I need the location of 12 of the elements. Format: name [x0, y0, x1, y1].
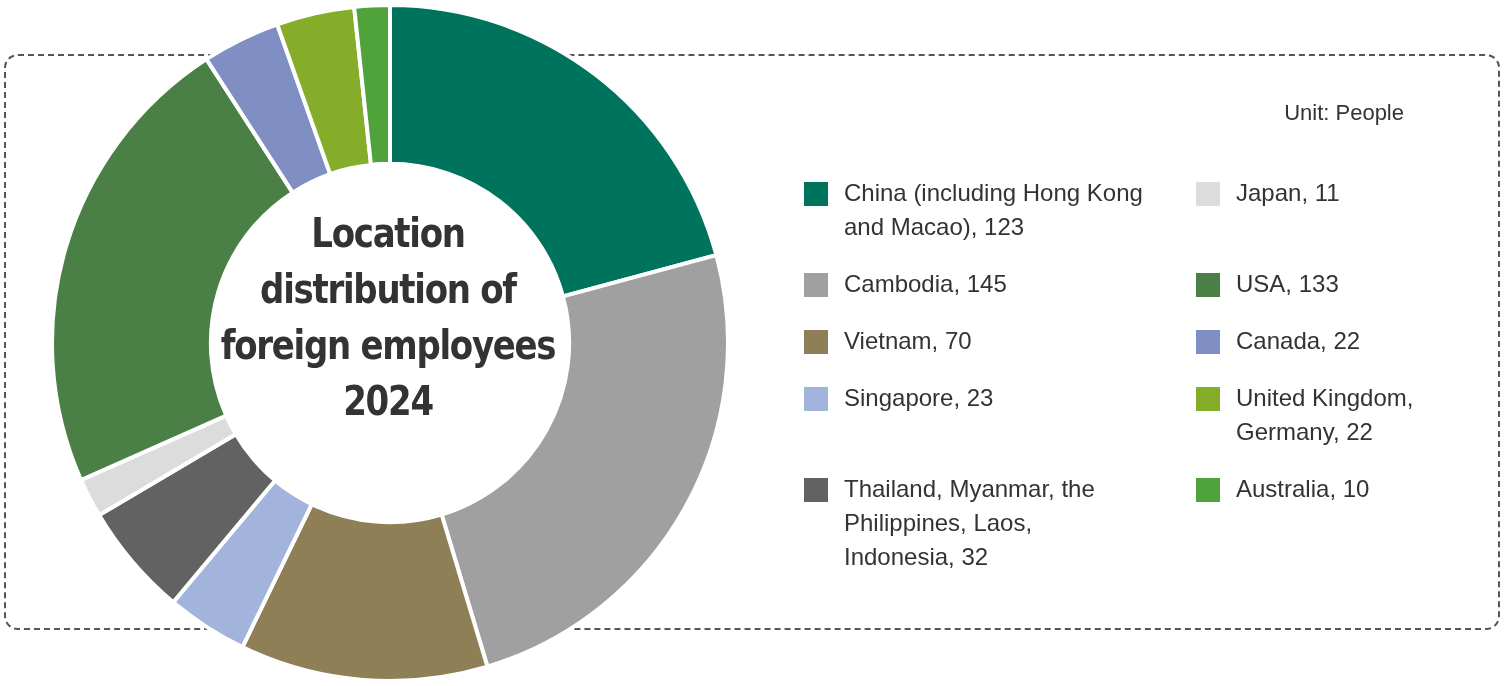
legend-label: USA, 133: [1236, 269, 1339, 299]
text: Unit: People: [1284, 100, 1404, 126]
legend-label: Thailand, Myanmar, the Philippines, Laos, Indonesia, 32: [844, 474, 1096, 572]
legend-label: Vietnam, 70: [844, 326, 972, 356]
legend-label: Singapore, 23: [844, 383, 994, 413]
legend-label: China (including Hong Kong and Macao), 123: [844, 178, 1144, 242]
legend-label: Canada, 22: [1236, 326, 1361, 356]
legend-label: Japan, 11: [1236, 178, 1340, 208]
legend-label: United Kingdom, Germany, 22: [1236, 383, 1415, 447]
legend-label: Australia, 10: [1236, 474, 1370, 504]
text: Location distribution of foreign employees 2024: [219, 209, 557, 426]
legend-label: Cambodia, 145: [844, 269, 1007, 299]
